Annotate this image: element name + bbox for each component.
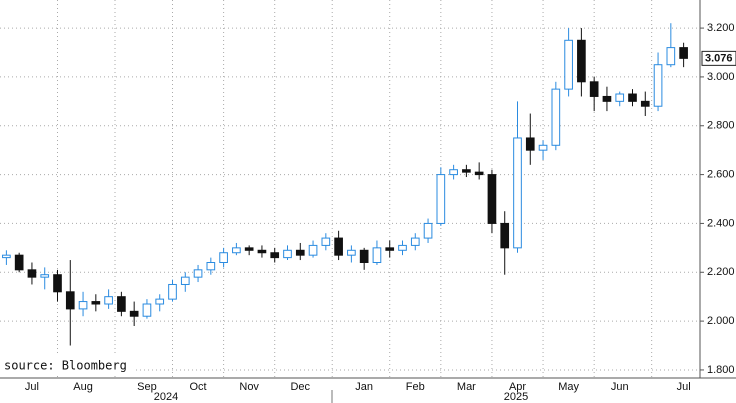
candle-body (142, 303, 152, 317)
candle-body (398, 244, 407, 251)
candle-body (91, 301, 101, 305)
candle-body (513, 137, 522, 249)
candle-body (40, 274, 50, 278)
candle-body (180, 276, 190, 285)
candle-body (589, 81, 599, 97)
x-tick-label: Feb (406, 381, 425, 393)
candle-body (436, 174, 446, 224)
candle-body (155, 298, 165, 305)
candle-body (500, 222, 510, 249)
candle-body (65, 291, 75, 310)
candle-body (551, 88, 561, 146)
candle-body (666, 47, 676, 66)
candle-body (117, 296, 126, 312)
x-tick-label: Apr (509, 381, 526, 393)
candle-body (372, 247, 382, 263)
y-tick-label: 3.000 (707, 71, 735, 83)
candle-body (628, 93, 637, 102)
candle-body (321, 237, 331, 246)
candle-body (283, 249, 292, 259)
candle-body (219, 252, 228, 264)
candle-body (525, 137, 535, 151)
candle-body (27, 269, 37, 278)
candle-body (474, 171, 484, 176)
y-tick-label: 2.000 (707, 315, 735, 327)
x-tick-label: Jul (677, 381, 691, 393)
candle-body (295, 249, 305, 256)
candle-body (193, 269, 203, 278)
x-tick-label: Jun (611, 381, 629, 393)
x-tick-label: Jan (355, 381, 373, 393)
candle-body (564, 39, 573, 90)
candle-body (538, 144, 548, 151)
x-tick-label: Aug (73, 381, 93, 393)
year-label: 2025 (504, 391, 528, 403)
candle-body (449, 169, 458, 176)
candle-body (104, 296, 113, 305)
candle-body (679, 47, 688, 59)
candle-body (487, 174, 497, 224)
candle-body (410, 237, 420, 246)
x-tick-label: Sep (137, 381, 157, 393)
annotation: source: Bloomberg (4, 359, 127, 373)
x-tick-label: Nov (239, 381, 259, 393)
y-tick-label: 1.800 (707, 364, 735, 376)
candle-body (385, 247, 395, 251)
x-tick-label: Oct (189, 381, 206, 393)
last-value-box (701, 50, 736, 66)
x-tick-label: Jul (25, 381, 39, 393)
x-tick-label: May (558, 381, 579, 393)
annotation-background (0, 356, 134, 376)
x-tick-label: Mar (457, 381, 476, 393)
candle-body (359, 249, 369, 263)
y-tick-label: 2.600 (707, 168, 735, 180)
candle-body (334, 237, 343, 256)
candle-body (615, 93, 625, 102)
candle-body (168, 283, 177, 300)
candle-body (308, 244, 318, 256)
candle-body (129, 310, 139, 317)
y-tick-label: 2.800 (707, 120, 735, 132)
candle-body (78, 301, 88, 310)
candle-body (423, 222, 433, 239)
candle-body (462, 169, 471, 173)
candle-body (257, 249, 267, 254)
x-tick-label: Dec (290, 381, 310, 393)
y-tick-label: 2.200 (707, 266, 735, 278)
candle-body (270, 252, 280, 259)
candle-body (2, 254, 11, 259)
last-value-label: 3.076 (705, 52, 733, 64)
candle-body (577, 39, 586, 83)
candle-body (244, 247, 254, 251)
candle-body (640, 100, 650, 107)
candle-body (602, 95, 612, 102)
candle-body (53, 274, 62, 293)
candle-body (653, 64, 663, 107)
year-label: 2024 (154, 391, 178, 403)
y-tick-label: 3.200 (707, 22, 735, 34)
candle-body (14, 254, 24, 271)
y-tick-label: 2.400 (707, 217, 735, 229)
candle-body (232, 247, 241, 254)
candle-body (206, 262, 216, 271)
candle-body (347, 249, 356, 256)
